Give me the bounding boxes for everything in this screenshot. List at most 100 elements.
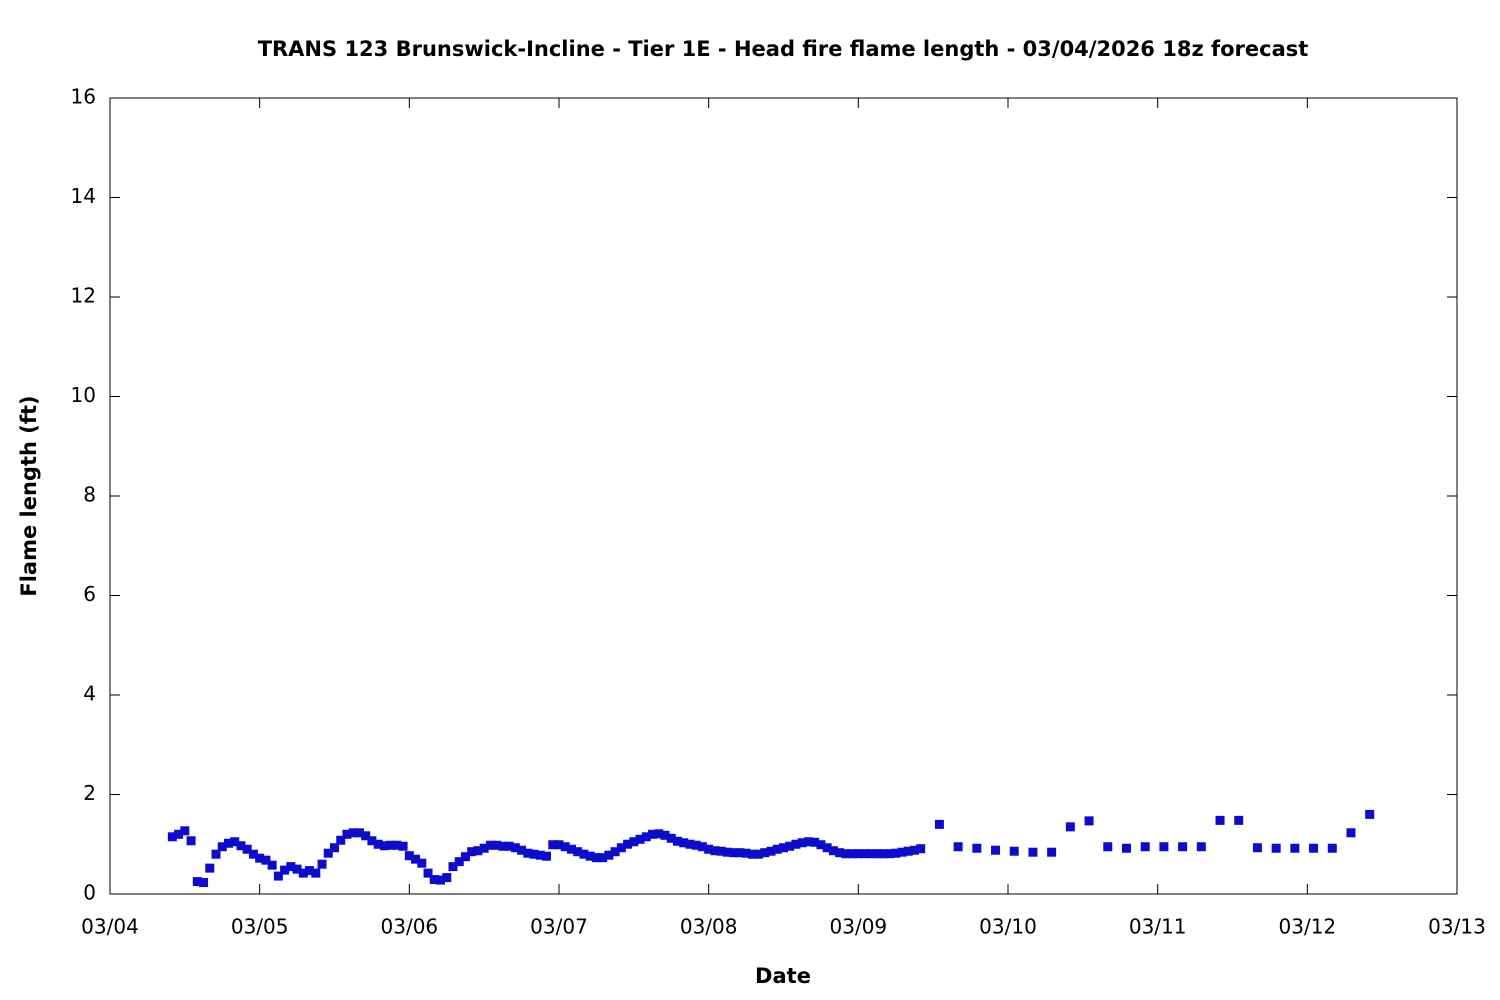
marker: [903, 846, 913, 856]
marker: [1028, 847, 1038, 857]
marker: [573, 847, 583, 857]
marker: [785, 841, 795, 851]
marker: [672, 836, 682, 846]
marker: [436, 875, 446, 885]
marker: [354, 828, 364, 838]
marker: [485, 840, 495, 850]
y-tick-label: 2: [83, 781, 96, 805]
marker: [810, 837, 820, 847]
marker: [916, 844, 926, 854]
marker: [1103, 842, 1113, 852]
y-tick-label: 4: [83, 682, 96, 706]
marker: [323, 848, 333, 858]
marker: [897, 847, 907, 857]
marker: [460, 852, 470, 862]
marker: [885, 849, 895, 859]
marker: [404, 851, 414, 861]
marker: [735, 848, 745, 858]
marker: [685, 839, 695, 849]
marker: [623, 839, 633, 849]
x-tick-label: 03/04: [81, 915, 139, 939]
marker: [797, 838, 807, 848]
x-tick-label: 03/10: [979, 915, 1037, 939]
marker: [236, 841, 246, 851]
marker: [298, 868, 308, 878]
marker: [691, 840, 701, 850]
marker: [1234, 815, 1244, 825]
marker: [660, 830, 670, 840]
marker: [1121, 843, 1131, 853]
marker: [411, 854, 421, 864]
y-tick-label: 16: [71, 85, 96, 109]
marker: [1140, 842, 1150, 852]
marker: [311, 868, 321, 878]
marker: [616, 843, 626, 853]
marker: [891, 848, 901, 858]
marker: [853, 849, 863, 859]
marker: [866, 849, 876, 859]
marker: [261, 855, 271, 865]
marker: [242, 844, 252, 854]
marker: [679, 838, 689, 848]
marker: [317, 859, 327, 869]
marker: [860, 849, 870, 859]
marker: [641, 832, 651, 842]
marker: [348, 828, 358, 838]
marker: [542, 851, 552, 861]
marker: [585, 851, 595, 861]
marker: [192, 877, 202, 887]
marker: [186, 836, 196, 846]
marker: [292, 864, 302, 874]
marker: [598, 853, 608, 863]
marker: [1159, 842, 1169, 852]
marker: [367, 836, 377, 846]
marker: [523, 848, 533, 858]
marker: [479, 843, 489, 853]
y-tick-label: 8: [83, 483, 96, 507]
marker: [1084, 816, 1094, 826]
marker: [648, 829, 658, 839]
marker: [953, 842, 963, 852]
marker: [1215, 815, 1225, 825]
marker: [180, 826, 190, 836]
marker: [766, 846, 776, 856]
marker: [1309, 843, 1319, 853]
marker: [760, 848, 770, 858]
marker: [791, 839, 801, 849]
marker: [448, 862, 458, 872]
chart-title: TRANS 123 Brunswick-Incline - Tier 1E - …: [258, 37, 1309, 61]
x-tick-label: 03/13: [1428, 915, 1486, 939]
marker: [529, 849, 539, 859]
marker: [174, 829, 184, 839]
marker: [1365, 809, 1375, 819]
marker: [816, 840, 826, 850]
marker: [305, 866, 315, 876]
marker: [847, 849, 857, 859]
marker: [1346, 828, 1356, 838]
marker: [535, 850, 545, 860]
marker: [729, 848, 739, 858]
y-tick-label: 10: [71, 383, 96, 407]
marker: [217, 842, 227, 852]
y-tick-label: 0: [83, 881, 96, 905]
marker: [336, 835, 346, 845]
marker: [710, 846, 720, 856]
marker: [280, 865, 290, 875]
marker: [722, 847, 732, 857]
marker: [286, 862, 296, 872]
marker: [1047, 847, 1057, 857]
marker: [779, 843, 788, 853]
marker: [1252, 843, 1262, 853]
marker: [554, 840, 564, 850]
marker: [560, 842, 570, 852]
marker: [205, 863, 215, 873]
marker: [835, 848, 845, 858]
marker: [754, 849, 764, 859]
marker: [423, 868, 433, 878]
x-tick-label: 03/11: [1129, 915, 1187, 939]
marker: [498, 841, 508, 851]
y-tick-label: 12: [71, 284, 96, 308]
marker: [273, 871, 283, 881]
x-tick-label: 03/06: [381, 915, 439, 939]
marker: [417, 858, 427, 868]
